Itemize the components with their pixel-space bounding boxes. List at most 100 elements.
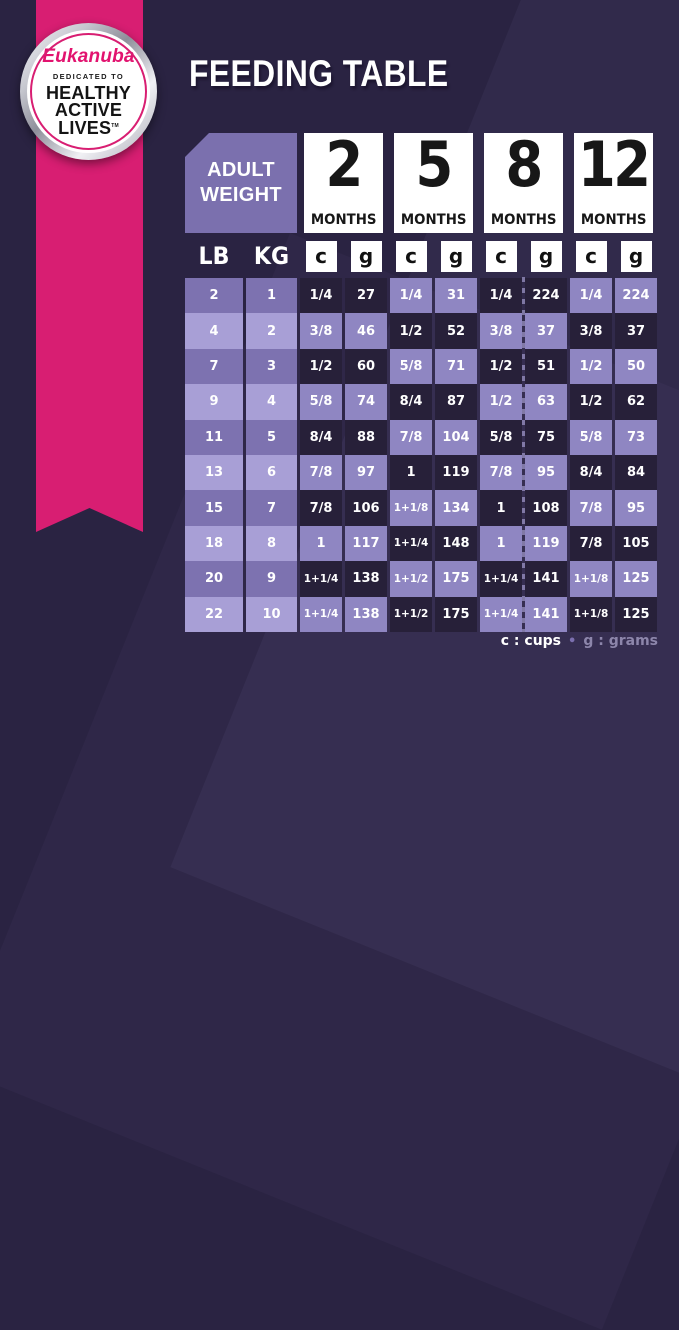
grams-unit-header: g [440,240,472,272]
value-cell: 1/2 [570,348,612,385]
value-cell: 75 [525,419,567,455]
value-cell: 7/8 [300,454,342,491]
kg-cell: 2 [246,313,297,349]
value-cell: 138 [345,596,387,632]
lb-cell: 4 [185,313,243,349]
kg-cell: 1 [246,278,297,314]
value-cell: 125 [615,596,657,632]
value-cell: 1/4 [300,278,342,314]
month-label: MONTHS [310,212,377,228]
kg-cell: 7 [246,490,297,526]
cups-legend-label: c : cups [500,633,562,649]
lb-cell: 15 [185,490,243,526]
value-cell: 117 [345,525,387,562]
month-number: 12 [578,128,651,201]
value-cell: 125 [615,561,657,597]
value-cell: 5/8 [570,419,612,455]
value-cell: 3/8 [300,313,342,349]
adult-weight-line1: ADULT [207,159,275,181]
value-cell: 3/8 [570,313,612,349]
value-cell: 141 [525,561,567,597]
kg-cell: 10 [246,596,297,632]
value-cell: 5/8 [480,419,522,455]
kg-cell: 8 [246,525,297,562]
value-cell: 84 [615,454,657,491]
value-cell: 1/2 [570,384,612,420]
month-label: MONTHS [490,212,557,228]
cups-unit-header: c [305,240,337,272]
lb-cell: 18 [185,525,243,562]
adult-weight-line2: WEIGHT [200,184,282,206]
value-cell: 7/8 [570,525,612,562]
value-cell: 37 [525,313,567,349]
month-header-5: 5 MONTHS [394,133,473,233]
month-header-8: 8 MONTHS [484,133,563,233]
value-cell: 138 [345,561,387,597]
cups-unit-header: c [395,240,427,272]
months-header-row: ADULT WEIGHT 2 MONTHS 5 MONTHS 8 MONTHS … [185,133,657,233]
grams-unit-header: g [620,240,652,272]
value-cell: 224 [615,278,657,314]
value-cell: 50 [615,348,657,385]
adult-weight-header: ADULT WEIGHT [185,133,297,233]
kg-cell: 3 [246,348,297,385]
value-cell: 1+1/4 [480,561,522,597]
value-cell: 27 [345,278,387,314]
value-cell: 175 [435,561,477,597]
value-cell: 1/4 [570,278,612,314]
lb-cell: 20 [185,561,243,597]
value-cell: 37 [615,313,657,349]
lb-cell: 22 [185,596,243,632]
units-legend: c : cups • g : grams [501,633,658,649]
kg-cell: 9 [246,561,297,597]
value-cell: 74 [345,384,387,420]
value-cell: 31 [435,278,477,314]
month-number: 2 [325,128,364,201]
value-cell: 7/8 [300,490,342,526]
value-cell: 1/2 [390,313,432,349]
value-cell: 51 [525,348,567,385]
value-cell: 1+1/8 [570,561,612,597]
value-cell: 119 [435,454,477,491]
lb-cell: 11 [185,419,243,455]
month-header-12: 12 MONTHS [574,133,653,233]
month-header-2: 2 MONTHS [304,133,383,233]
month-label: MONTHS [400,212,467,228]
grams-unit-header: g [530,240,562,272]
value-cell: 7/8 [570,490,612,526]
page-background: { "title": "FEEDING TABLE", "badge": { "… [20,0,658,649]
cups-unit-header: c [485,240,517,272]
value-cell: 1+1/8 [390,490,432,526]
lb-cell: 7 [185,348,243,385]
value-cell: 1+1/2 [390,561,432,597]
kg-cell: 5 [246,419,297,455]
value-cell: 60 [345,348,387,385]
value-cell: 1/4 [390,278,432,314]
badge-face: Eukanuba DEDICATED TO HEALTHY ACTIVE LIV… [27,30,150,153]
lb-cell: 2 [185,278,243,314]
value-cell: 175 [435,596,477,632]
value-cell: 1+1/4 [480,596,522,632]
cups-unit-header: c [575,240,607,272]
page-title: FEEDING TABLE [189,53,449,94]
kg-cell: 4 [246,384,297,420]
value-cell: 119 [525,525,567,562]
value-cell: 108 [525,490,567,526]
value-cell: 62 [615,384,657,420]
value-cell: 7/8 [390,419,432,455]
grams-unit-header: g [350,240,382,272]
value-cell: 63 [525,384,567,420]
value-cell: 148 [435,525,477,562]
value-cell: 134 [435,490,477,526]
eukanuba-badge: Eukanuba DEDICATED TO HEALTHY ACTIVE LIV… [20,23,157,160]
lb-cell: 9 [185,384,243,420]
month-number: 8 [505,128,544,201]
value-cell: 1+1/8 [570,596,612,632]
value-cell: 71 [435,348,477,385]
feeding-table: ADULT WEIGHT 2 MONTHS 5 MONTHS 8 MONTHS … [185,133,657,632]
value-cell: 8/4 [390,384,432,420]
value-cell: 1+1/4 [300,561,342,597]
value-cell: 46 [345,313,387,349]
value-cell: 1 [300,525,342,562]
value-cell: 1+1/4 [390,525,432,562]
